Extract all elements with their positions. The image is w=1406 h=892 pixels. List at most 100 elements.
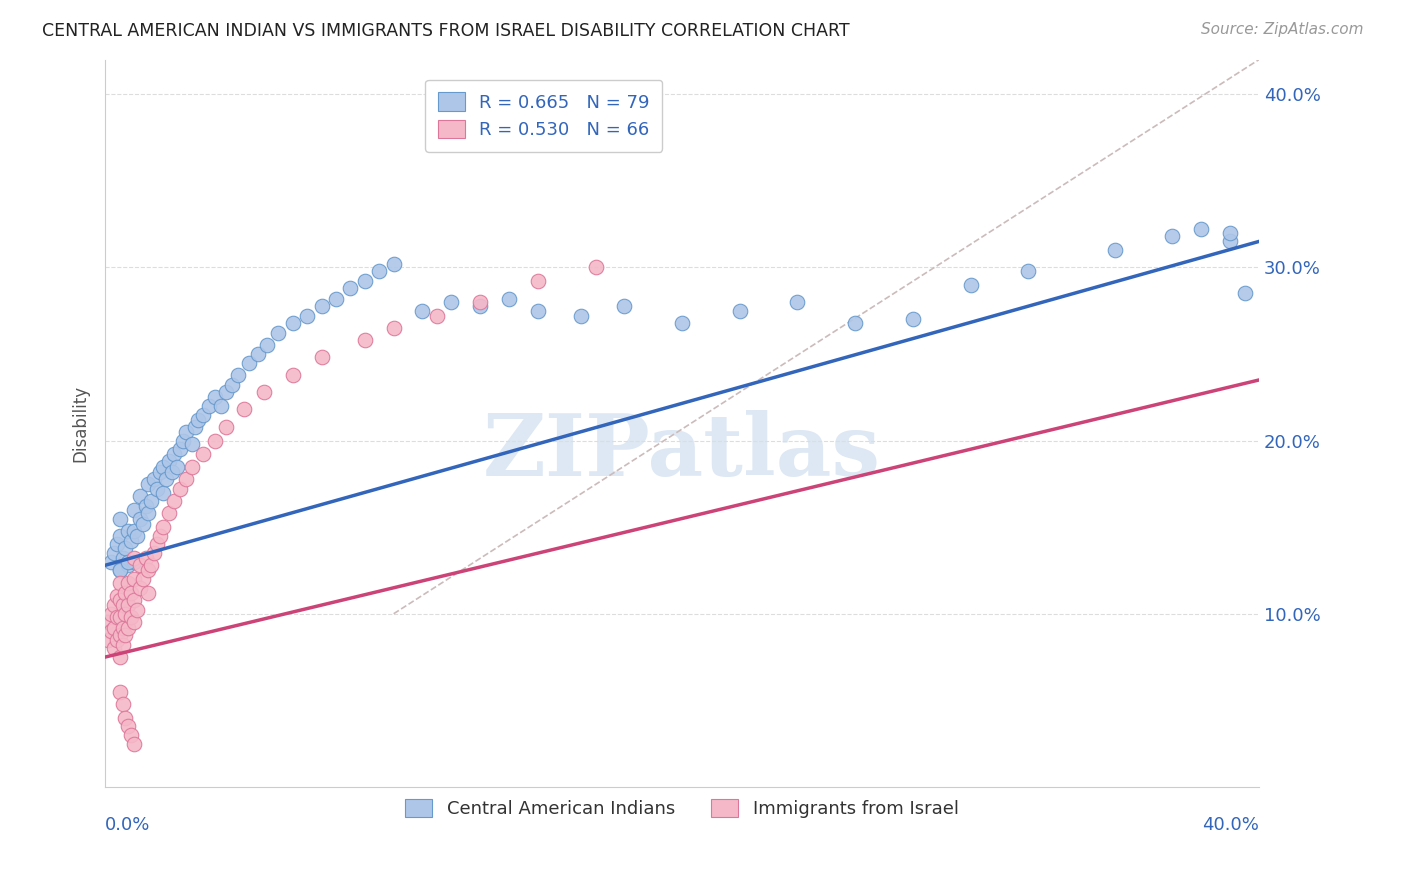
Point (426, 309, 449, 323)
Point (138, 476, 160, 491)
Point (353, 333, 375, 347)
Point (186, 413, 208, 427)
Point (111, 621, 134, 635)
Point (183, 419, 205, 434)
Point (180, 459, 202, 474)
Point (122, 551, 145, 566)
Point (470, 298, 492, 312)
Point (103, 641, 125, 656)
Legend: Central American Indians, Immigrants from Israel: Central American Indians, Immigrants fro… (395, 788, 970, 829)
Point (117, 598, 139, 612)
Point (143, 472, 166, 486)
Point (844, 316, 866, 330)
Point (174, 425, 197, 439)
Point (105, 537, 128, 551)
Point (671, 316, 693, 330)
Point (204, 434, 226, 448)
Text: ZIPatlas: ZIPatlas (484, 410, 882, 494)
Point (1189, 222, 1212, 236)
Point (108, 564, 131, 578)
Point (232, 402, 254, 417)
Point (470, 295, 492, 310)
Point (411, 303, 433, 318)
Point (163, 494, 186, 508)
Point (114, 586, 136, 600)
Point (105, 590, 128, 604)
Point (111, 598, 134, 612)
Point (111, 551, 134, 566)
Point (117, 575, 139, 590)
Point (256, 338, 278, 352)
Point (959, 277, 981, 292)
Point (152, 459, 174, 474)
Point (122, 737, 145, 751)
Point (152, 485, 174, 500)
Point (193, 447, 215, 461)
Point (122, 593, 145, 607)
Point (122, 503, 145, 517)
Point (146, 537, 169, 551)
Point (209, 399, 232, 413)
Point (108, 575, 131, 590)
Point (267, 326, 290, 341)
Point (169, 442, 191, 457)
Point (100, 624, 122, 638)
Point (152, 520, 174, 534)
Point (155, 472, 177, 486)
Point (138, 506, 160, 520)
Point (1219, 235, 1241, 249)
Point (108, 564, 131, 578)
Point (613, 298, 636, 312)
Text: Source: ZipAtlas.com: Source: ZipAtlas.com (1201, 22, 1364, 37)
Point (100, 555, 122, 569)
Point (105, 632, 128, 647)
Point (728, 303, 751, 318)
Point (114, 541, 136, 555)
Point (114, 627, 136, 641)
Point (226, 368, 249, 382)
Point (108, 627, 131, 641)
Point (163, 447, 186, 461)
Point (247, 347, 270, 361)
Point (382, 257, 405, 271)
Point (498, 292, 520, 306)
Point (160, 465, 183, 479)
Point (295, 309, 318, 323)
Point (135, 500, 157, 514)
Point (100, 607, 122, 621)
Point (172, 434, 194, 448)
Point (1233, 286, 1256, 301)
Point (786, 295, 808, 310)
Point (198, 399, 221, 413)
Point (1219, 226, 1241, 240)
Point (97, 632, 120, 647)
Point (111, 697, 134, 711)
Point (569, 309, 592, 323)
Point (141, 494, 163, 508)
Point (1161, 229, 1184, 244)
Point (122, 524, 145, 538)
Point (108, 610, 131, 624)
Point (132, 572, 155, 586)
Point (128, 489, 150, 503)
Point (128, 511, 150, 525)
Point (585, 260, 607, 275)
Point (128, 558, 150, 573)
Point (238, 356, 260, 370)
Point (193, 408, 215, 422)
Point (527, 303, 550, 318)
Point (368, 264, 391, 278)
Text: CENTRAL AMERICAN INDIAN VS IMMIGRANTS FROM ISRAEL DISABILITY CORRELATION CHART: CENTRAL AMERICAN INDIAN VS IMMIGRANTS FR… (42, 22, 849, 40)
Point (353, 274, 375, 288)
Point (103, 546, 125, 560)
Point (120, 610, 142, 624)
Point (1104, 243, 1126, 257)
Point (103, 598, 125, 612)
Y-axis label: Disability: Disability (72, 384, 89, 462)
Point (108, 511, 131, 525)
Point (122, 555, 145, 569)
Point (901, 312, 924, 326)
Point (253, 385, 276, 400)
Point (114, 711, 136, 725)
Point (114, 607, 136, 621)
